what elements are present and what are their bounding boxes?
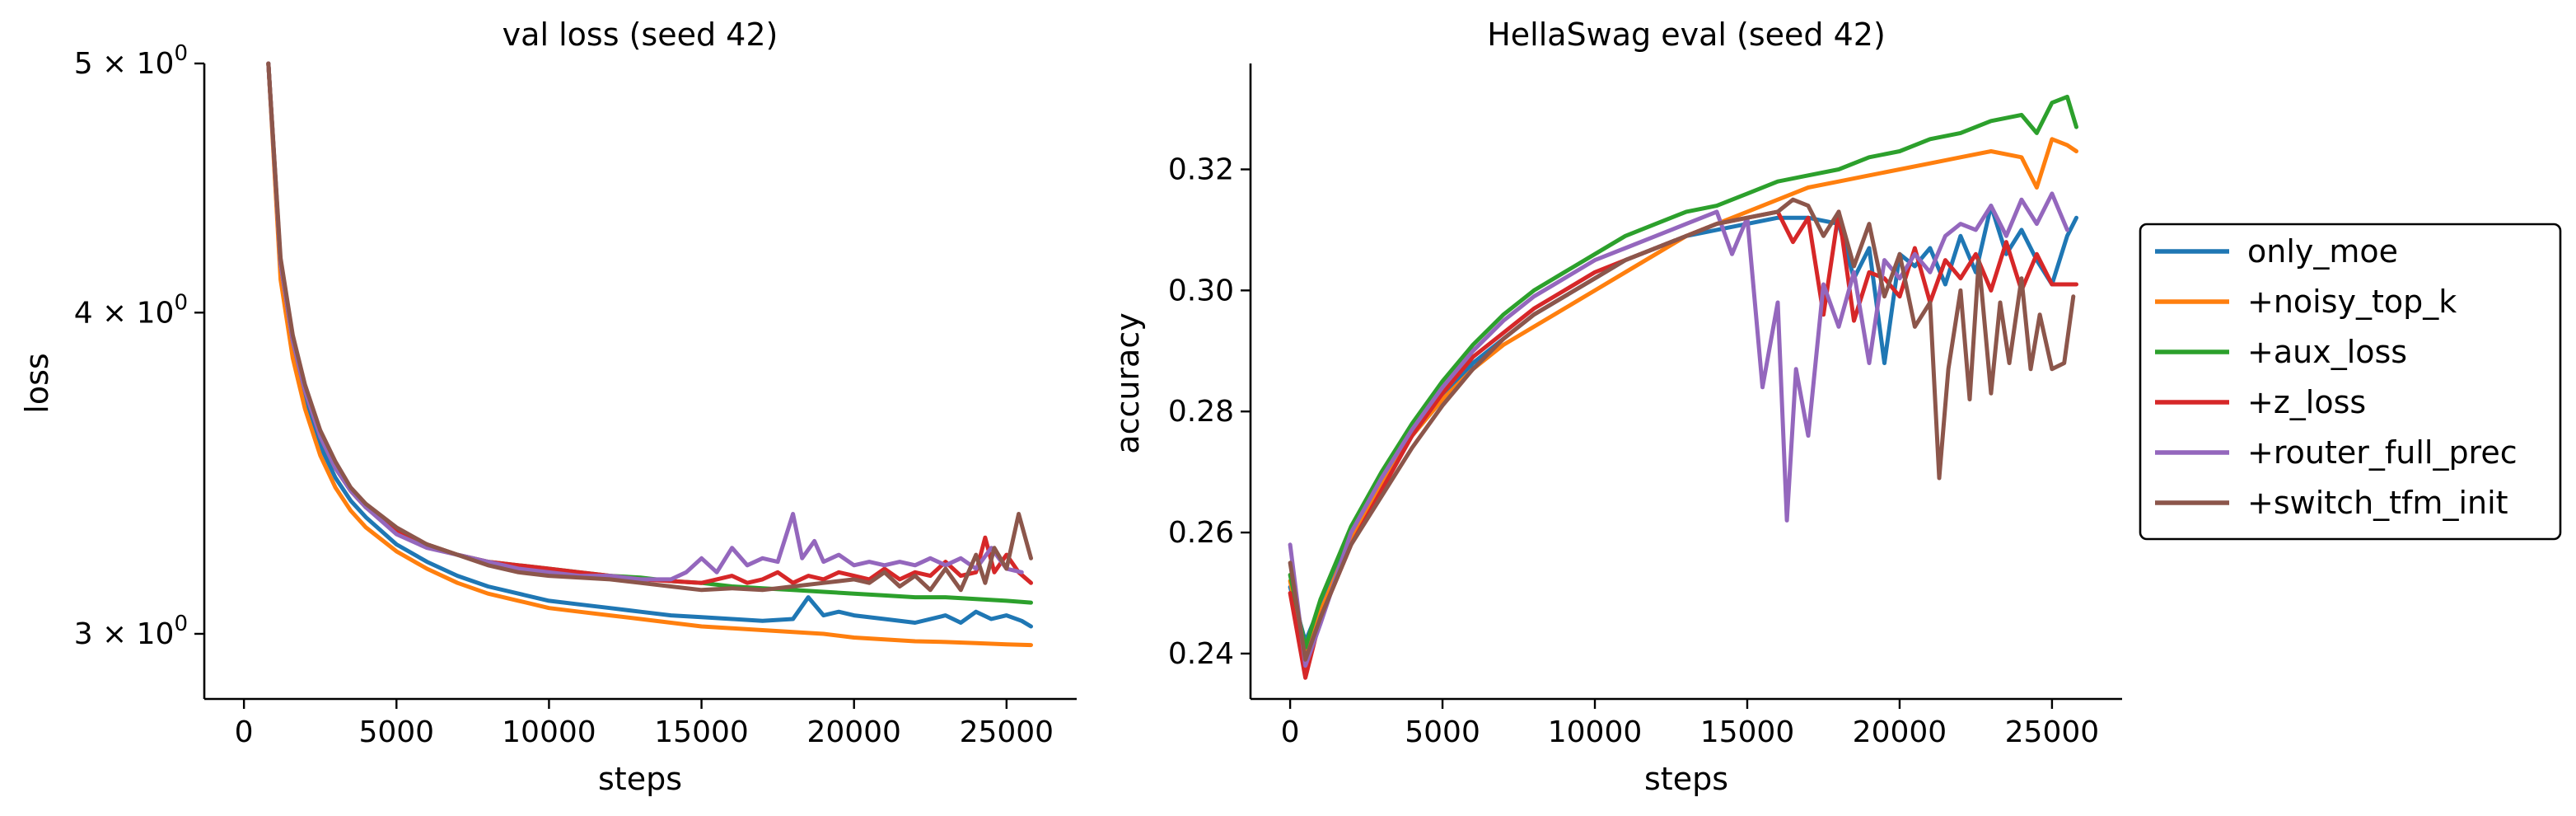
val-loss-x-tick-label: 10000: [502, 715, 596, 749]
val-loss-x-ticks: 0 5000 10000 15000 20000 25000: [235, 699, 1054, 749]
val-loss-panel: val loss (seed 42) steps loss 0 5000 10000…: [19, 16, 1077, 797]
val-loss-title: val loss (seed 42): [503, 16, 778, 53]
val-loss-y-tick-label: 3 × 100: [74, 612, 188, 651]
legend-label-z-loss: +z_loss: [2247, 384, 2366, 420]
hellaswag-y-tick-label: 0.32: [1168, 153, 1234, 187]
hellaswag-y-tick-label: 0.26: [1168, 516, 1234, 550]
hellaswag-line-z-loss: [1288, 209, 2078, 680]
val-loss-x-tick-label: 20000: [806, 715, 901, 749]
hellaswag-ylabel: accuracy: [1110, 312, 1146, 453]
hellaswag-title: HellaSwag eval (seed 42): [1487, 16, 1886, 53]
legend-items: only_moe +noisy_top_k +aux_loss +z_loss +rou…: [2155, 233, 2518, 521]
hellaswag-y-tick-label: 0.24: [1168, 637, 1234, 671]
hellaswag-x-tick-label: 0: [1281, 715, 1300, 749]
hellaswag-line-only-moe: [1288, 204, 2078, 644]
hellaswag-x-tick-label: 5000: [1405, 715, 1480, 749]
val-loss-x-tick-label: 0: [235, 715, 254, 749]
val-loss-x-tick-label: 15000: [654, 715, 749, 749]
val-loss-line-noisy-top-k: [266, 61, 1033, 648]
legend-frame: [2139, 223, 2562, 541]
val-loss-y-ticks: 3 × 100 4 × 100 5 × 100: [74, 41, 204, 651]
hellaswag-line-aux-loss: [1288, 94, 2078, 650]
val-loss-x-tick-label: 25000: [960, 715, 1054, 749]
hellaswag-panel: HellaSwag eval (seed 42) steps accuracy …: [1110, 16, 2122, 797]
val-loss-line-only-moe: [266, 61, 1033, 629]
legend-label-switch-tfm-init: +switch_tfm_init: [2247, 485, 2508, 521]
legend: only_moe +noisy_top_k +aux_loss +z_loss +rou…: [2139, 223, 2562, 541]
legend-label-only-moe: only_moe: [2247, 233, 2398, 270]
legend-label-noisy-top-k: +noisy_top_k: [2247, 284, 2457, 320]
hellaswag-series-group: [1288, 94, 2078, 680]
val-loss-series-group: [266, 61, 1033, 648]
val-loss-y-tick-label: 5 × 100: [74, 41, 188, 81]
hellaswag-y-ticks: 0.24 0.26 0.28 0.30 0.32: [1168, 153, 1251, 671]
hellaswag-line-router-full-prec: [1288, 191, 2069, 668]
hellaswag-x-tick-label: 10000: [1548, 715, 1643, 749]
hellaswag-xlabel: steps: [1644, 761, 1728, 797]
hellaswag-x-tick-label: 20000: [1853, 715, 1947, 749]
legend-label-aux-loss: +aux_loss: [2247, 334, 2407, 370]
val-loss-line-switch-tfm-init: [266, 61, 1033, 593]
hellaswag-x-tick-label: 25000: [2005, 715, 2100, 749]
val-loss-line-z-loss: [266, 61, 1033, 585]
hellaswag-y-tick-label: 0.28: [1168, 395, 1234, 429]
val-loss-line-router-full-prec: [266, 61, 1024, 582]
hellaswag-x-ticks: 0 5000 10000 15000 20000 25000: [1281, 699, 2100, 749]
legend-label-router-full-prec: +router_full_prec: [2247, 434, 2518, 471]
val-loss-y-tick-label: 4 × 100: [74, 290, 188, 330]
hellaswag-line-noisy-top-k: [1288, 137, 2078, 656]
val-loss-x-tick-label: 5000: [358, 715, 434, 749]
val-loss-ylabel: loss: [19, 353, 55, 413]
val-loss-xlabel: steps: [598, 761, 682, 797]
hellaswag-x-tick-label: 15000: [1700, 715, 1795, 749]
hellaswag-y-tick-label: 0.30: [1168, 274, 1234, 307]
hellaswag-line-switch-tfm-init: [1288, 197, 2076, 662]
